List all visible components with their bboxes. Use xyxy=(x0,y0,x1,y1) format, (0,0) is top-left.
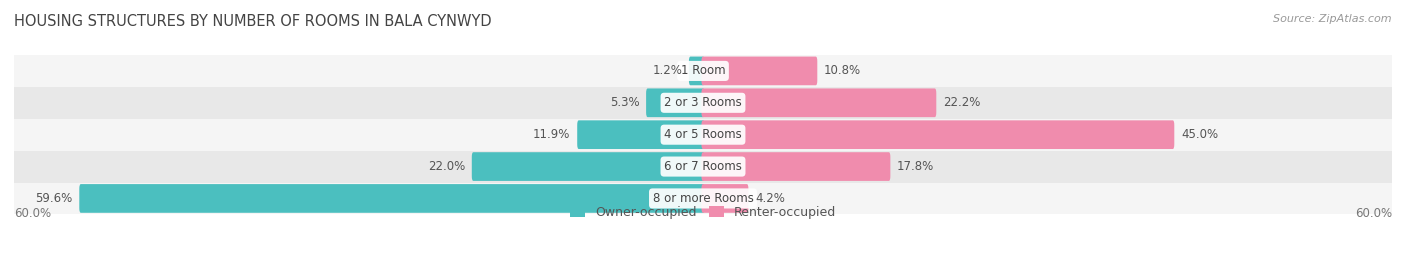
Text: 60.0%: 60.0% xyxy=(14,207,51,220)
FancyBboxPatch shape xyxy=(702,89,936,117)
Text: 22.2%: 22.2% xyxy=(943,96,980,109)
Text: 2 or 3 Rooms: 2 or 3 Rooms xyxy=(664,96,742,109)
FancyBboxPatch shape xyxy=(647,89,704,117)
Text: 60.0%: 60.0% xyxy=(1355,207,1392,220)
FancyBboxPatch shape xyxy=(578,120,704,149)
Text: 5.3%: 5.3% xyxy=(610,96,640,109)
FancyBboxPatch shape xyxy=(702,152,890,181)
Text: 45.0%: 45.0% xyxy=(1181,128,1218,141)
Text: 1 Room: 1 Room xyxy=(681,65,725,77)
Text: 4 or 5 Rooms: 4 or 5 Rooms xyxy=(664,128,742,141)
Text: Source: ZipAtlas.com: Source: ZipAtlas.com xyxy=(1274,14,1392,23)
Text: 22.0%: 22.0% xyxy=(427,160,465,173)
FancyBboxPatch shape xyxy=(689,57,704,85)
FancyBboxPatch shape xyxy=(702,120,1174,149)
Text: 10.8%: 10.8% xyxy=(824,65,862,77)
Legend: Owner-occupied, Renter-occupied: Owner-occupied, Renter-occupied xyxy=(565,201,841,224)
FancyBboxPatch shape xyxy=(702,57,817,85)
Text: HOUSING STRUCTURES BY NUMBER OF ROOMS IN BALA CYNWYD: HOUSING STRUCTURES BY NUMBER OF ROOMS IN… xyxy=(14,14,492,29)
FancyBboxPatch shape xyxy=(472,152,704,181)
Bar xyxy=(14,183,1392,214)
FancyBboxPatch shape xyxy=(79,184,704,213)
Text: 6 or 7 Rooms: 6 or 7 Rooms xyxy=(664,160,742,173)
Text: 1.2%: 1.2% xyxy=(652,65,682,77)
Text: 8 or more Rooms: 8 or more Rooms xyxy=(652,192,754,205)
Bar xyxy=(14,151,1392,183)
Bar xyxy=(14,55,1392,87)
Bar xyxy=(14,119,1392,151)
Text: 59.6%: 59.6% xyxy=(35,192,73,205)
Text: 17.8%: 17.8% xyxy=(897,160,935,173)
Text: 4.2%: 4.2% xyxy=(755,192,785,205)
Text: 11.9%: 11.9% xyxy=(533,128,571,141)
FancyBboxPatch shape xyxy=(702,184,748,213)
Bar xyxy=(14,87,1392,119)
